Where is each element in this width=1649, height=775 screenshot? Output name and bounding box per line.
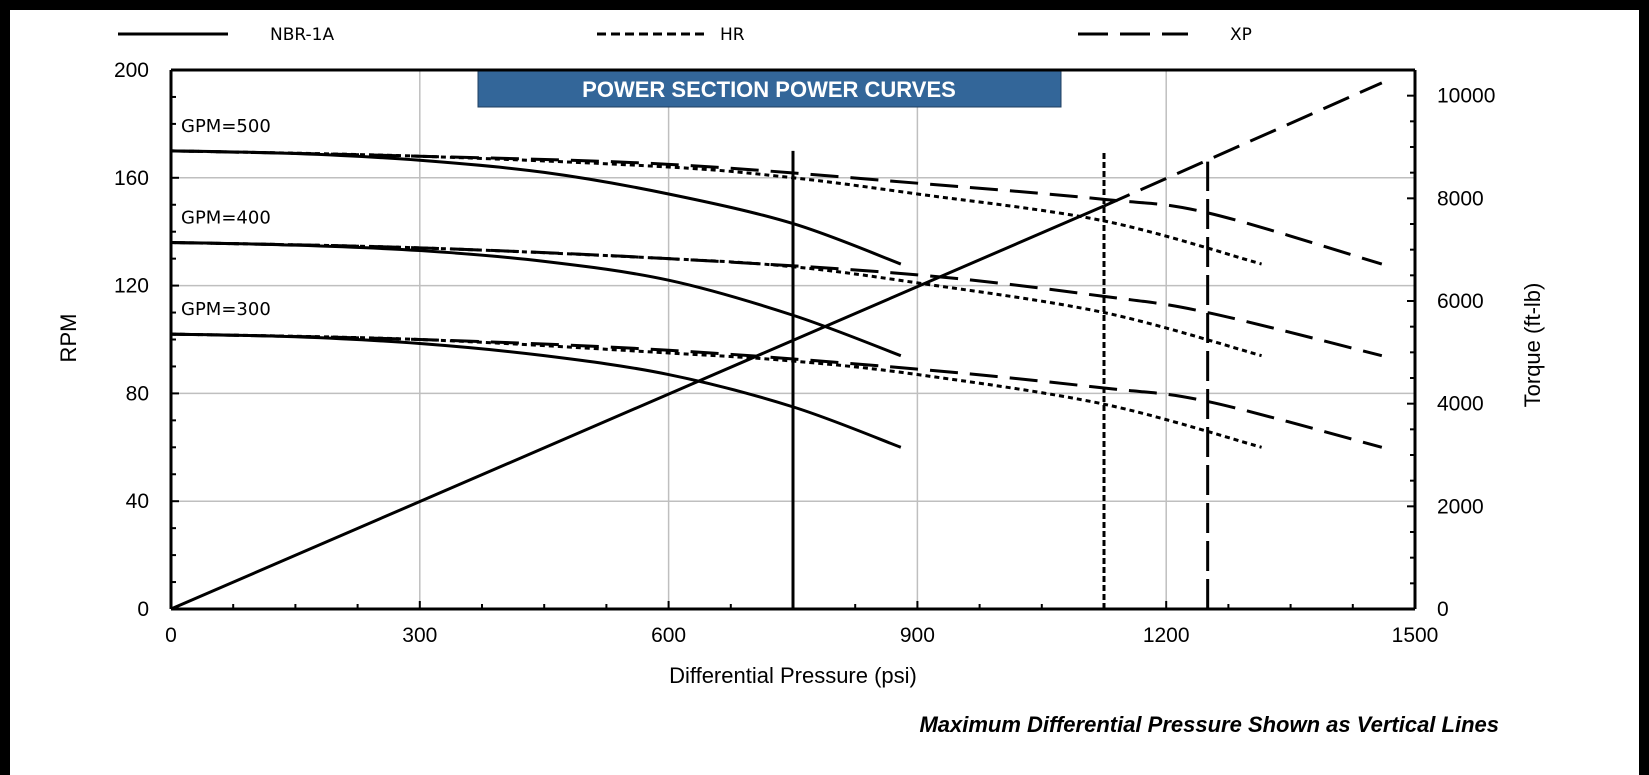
max-pressure-lines	[791, 150, 1210, 609]
axes	[169, 68, 1417, 611]
legend-label-hr: HR	[720, 25, 745, 45]
y-tick-label: 160	[114, 167, 149, 190]
series-hr-gpm300	[170, 332, 1262, 449]
legend: NBR-1A HR XP	[118, 25, 1252, 45]
gpm-annotation: GPM=300	[181, 299, 271, 320]
legend-label-nbr-1a: NBR-1A	[270, 25, 334, 45]
y2-tick-label: 8000	[1437, 187, 1484, 210]
series-nbr-1a-torque	[170, 204, 1105, 611]
series-nbr-1a-gpm400	[170, 240, 902, 358]
footnote: Maximum Differential Pressure Shown as V…	[919, 712, 1499, 737]
title-box	[477, 70, 1062, 108]
y-tick-label: 120	[114, 275, 149, 298]
gpm-annotation: GPM=400	[181, 208, 271, 229]
y-tick-label: 200	[114, 59, 149, 82]
y2-tick-label: 4000	[1437, 393, 1484, 416]
tick-labels: 0 300 600 900 1200 15000408012016020002000400…	[114, 59, 1495, 647]
series-xp-gpm400	[170, 240, 1383, 358]
series-nbr-1a-gpm500	[170, 149, 902, 266]
series-xp-gpm500	[170, 149, 1383, 266]
y-axis-title: RPM	[56, 314, 81, 363]
y2-axis-title: Torque (ft-lb)	[1520, 283, 1545, 408]
y2-tick-label: 0	[1437, 598, 1449, 621]
x-tick-label: 1200	[1143, 624, 1190, 647]
title-banner: POWER SECTION POWER CURVES	[477, 70, 1062, 108]
series-layer	[170, 81, 1383, 611]
y2-tick-label: 10000	[1437, 85, 1495, 108]
series-nbr-1a-gpm300	[170, 332, 902, 449]
x-axis-title: Differential Pressure (psi)	[669, 663, 917, 688]
gpm-annotations: GPM=500 GPM=400 GPM=300	[181, 116, 271, 320]
series-xp-gpm300	[170, 332, 1383, 449]
chart-title: POWER SECTION POWER CURVES	[582, 77, 956, 102]
x-tick-label: 600	[651, 624, 686, 647]
y-tick-label: 80	[126, 382, 149, 405]
y-tick-label: 40	[126, 490, 149, 513]
x-tick-label: 300	[402, 624, 437, 647]
gpm-annotation: GPM=500	[181, 116, 271, 137]
x-tick-label: 1500	[1392, 624, 1439, 647]
x-tick-label: 0	[165, 624, 177, 647]
y-tick-label: 0	[137, 598, 149, 621]
series-xp-torque	[1103, 81, 1383, 208]
y2-tick-label: 2000	[1437, 495, 1484, 518]
x-tick-label: 900	[900, 624, 935, 647]
y2-tick-label: 6000	[1437, 290, 1484, 313]
legend-label-xp: XP	[1230, 25, 1252, 45]
